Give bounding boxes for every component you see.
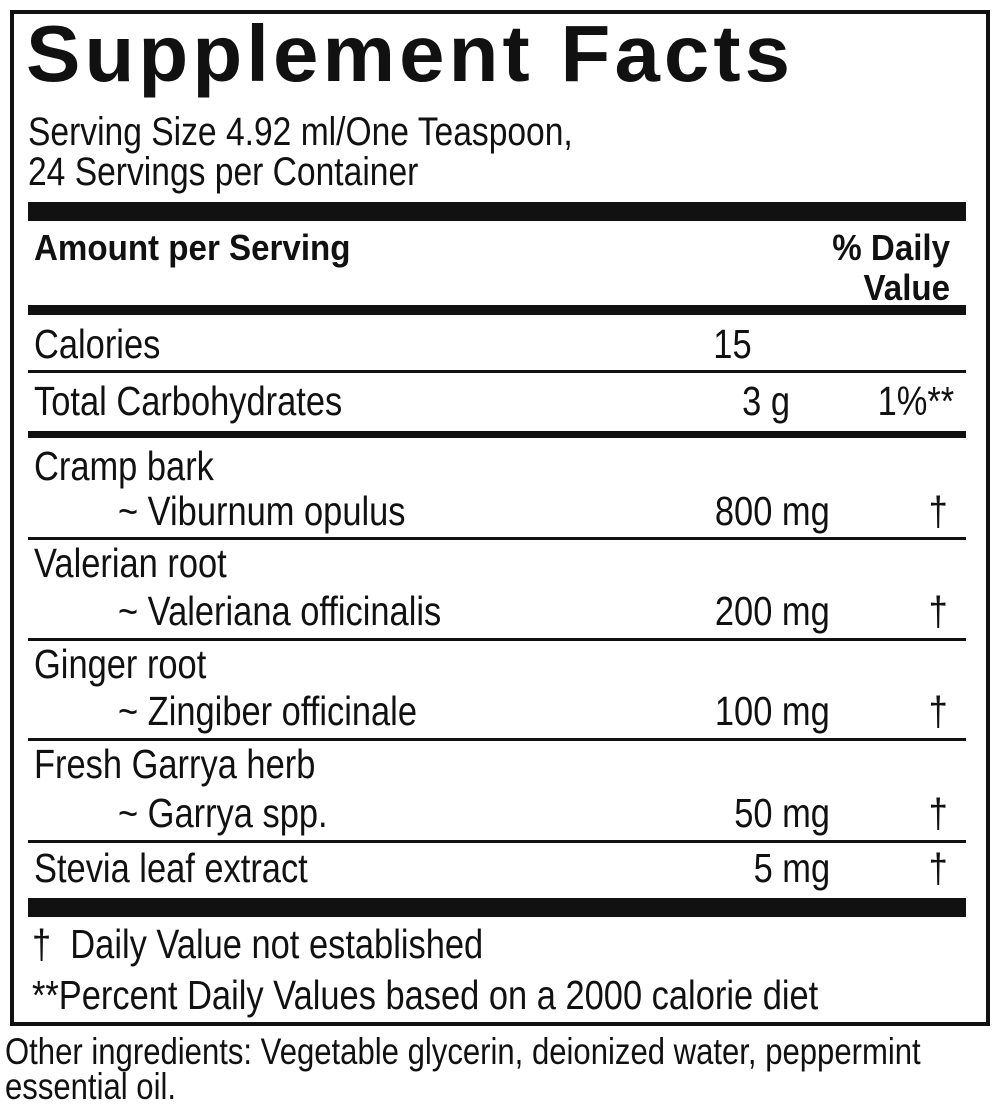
- ingredient-name: Stevia leaf extract: [34, 845, 308, 891]
- ingredient-amount: 200 mg: [715, 588, 830, 634]
- carbs-dv: 1%**: [877, 378, 954, 424]
- divider: [28, 738, 966, 741]
- dagger-mark: †: [928, 790, 948, 836]
- ingredient-amount: 50 mg: [734, 790, 830, 836]
- ingredient-amount: 5 mg: [753, 845, 830, 891]
- other-ingredients-cont: essential oil.: [5, 1066, 177, 1107]
- calories-label: Calories: [34, 321, 161, 367]
- carbs-label: Total Carbohydrates: [34, 378, 343, 424]
- ingredient-name: Cramp bark: [34, 443, 214, 489]
- ingredient-name: Ginger root: [34, 641, 207, 687]
- ingredient-latin: ~ Valeriana officinalis: [118, 588, 442, 634]
- other-ingredients: Other ingredients: Vegetable glycerin, d…: [5, 1031, 921, 1072]
- divider: [28, 537, 966, 540]
- servings-per-container: 24 Servings per Container: [28, 150, 419, 194]
- dagger-mark: †: [928, 845, 948, 891]
- daily-value-header-2: Value: [863, 267, 950, 308]
- ingredient-latin: ~ Garrya spp.: [118, 790, 328, 836]
- thick-divider: [28, 202, 966, 221]
- calories-amount: 15: [713, 321, 752, 367]
- amount-per-serving-header: Amount per Serving: [34, 227, 351, 268]
- ingredient-name: Fresh Garrya herb: [34, 741, 316, 787]
- medium-divider: [28, 305, 966, 315]
- ingredient-name: Valerian root: [34, 540, 227, 586]
- footnote-percent: **Percent Daily Values based on a 2000 c…: [32, 972, 819, 1018]
- medium-divider: [28, 431, 966, 438]
- thick-divider: [28, 898, 966, 917]
- footnote-dagger: † Daily Value not established: [32, 921, 484, 967]
- dagger-mark: †: [928, 488, 948, 534]
- ingredient-latin: ~ Viburnum opulus: [118, 488, 406, 534]
- carbs-amount: 3 g: [742, 378, 790, 424]
- panel-title: Supplement Facts: [26, 9, 795, 98]
- ingredient-latin: ~ Zingiber officinale: [118, 688, 417, 734]
- divider: [28, 638, 966, 641]
- ingredient-amount: 800 mg: [715, 488, 830, 534]
- dagger-mark: †: [928, 688, 948, 734]
- divider: [28, 370, 966, 373]
- ingredient-amount: 100 mg: [715, 688, 830, 734]
- dagger-mark: †: [928, 588, 948, 634]
- divider: [28, 840, 966, 843]
- daily-value-header-1: % Daily: [832, 227, 950, 268]
- supplement-facts-panel: [10, 10, 990, 1026]
- serving-size: Serving Size 4.92 ml/One Teaspoon,: [28, 110, 573, 154]
